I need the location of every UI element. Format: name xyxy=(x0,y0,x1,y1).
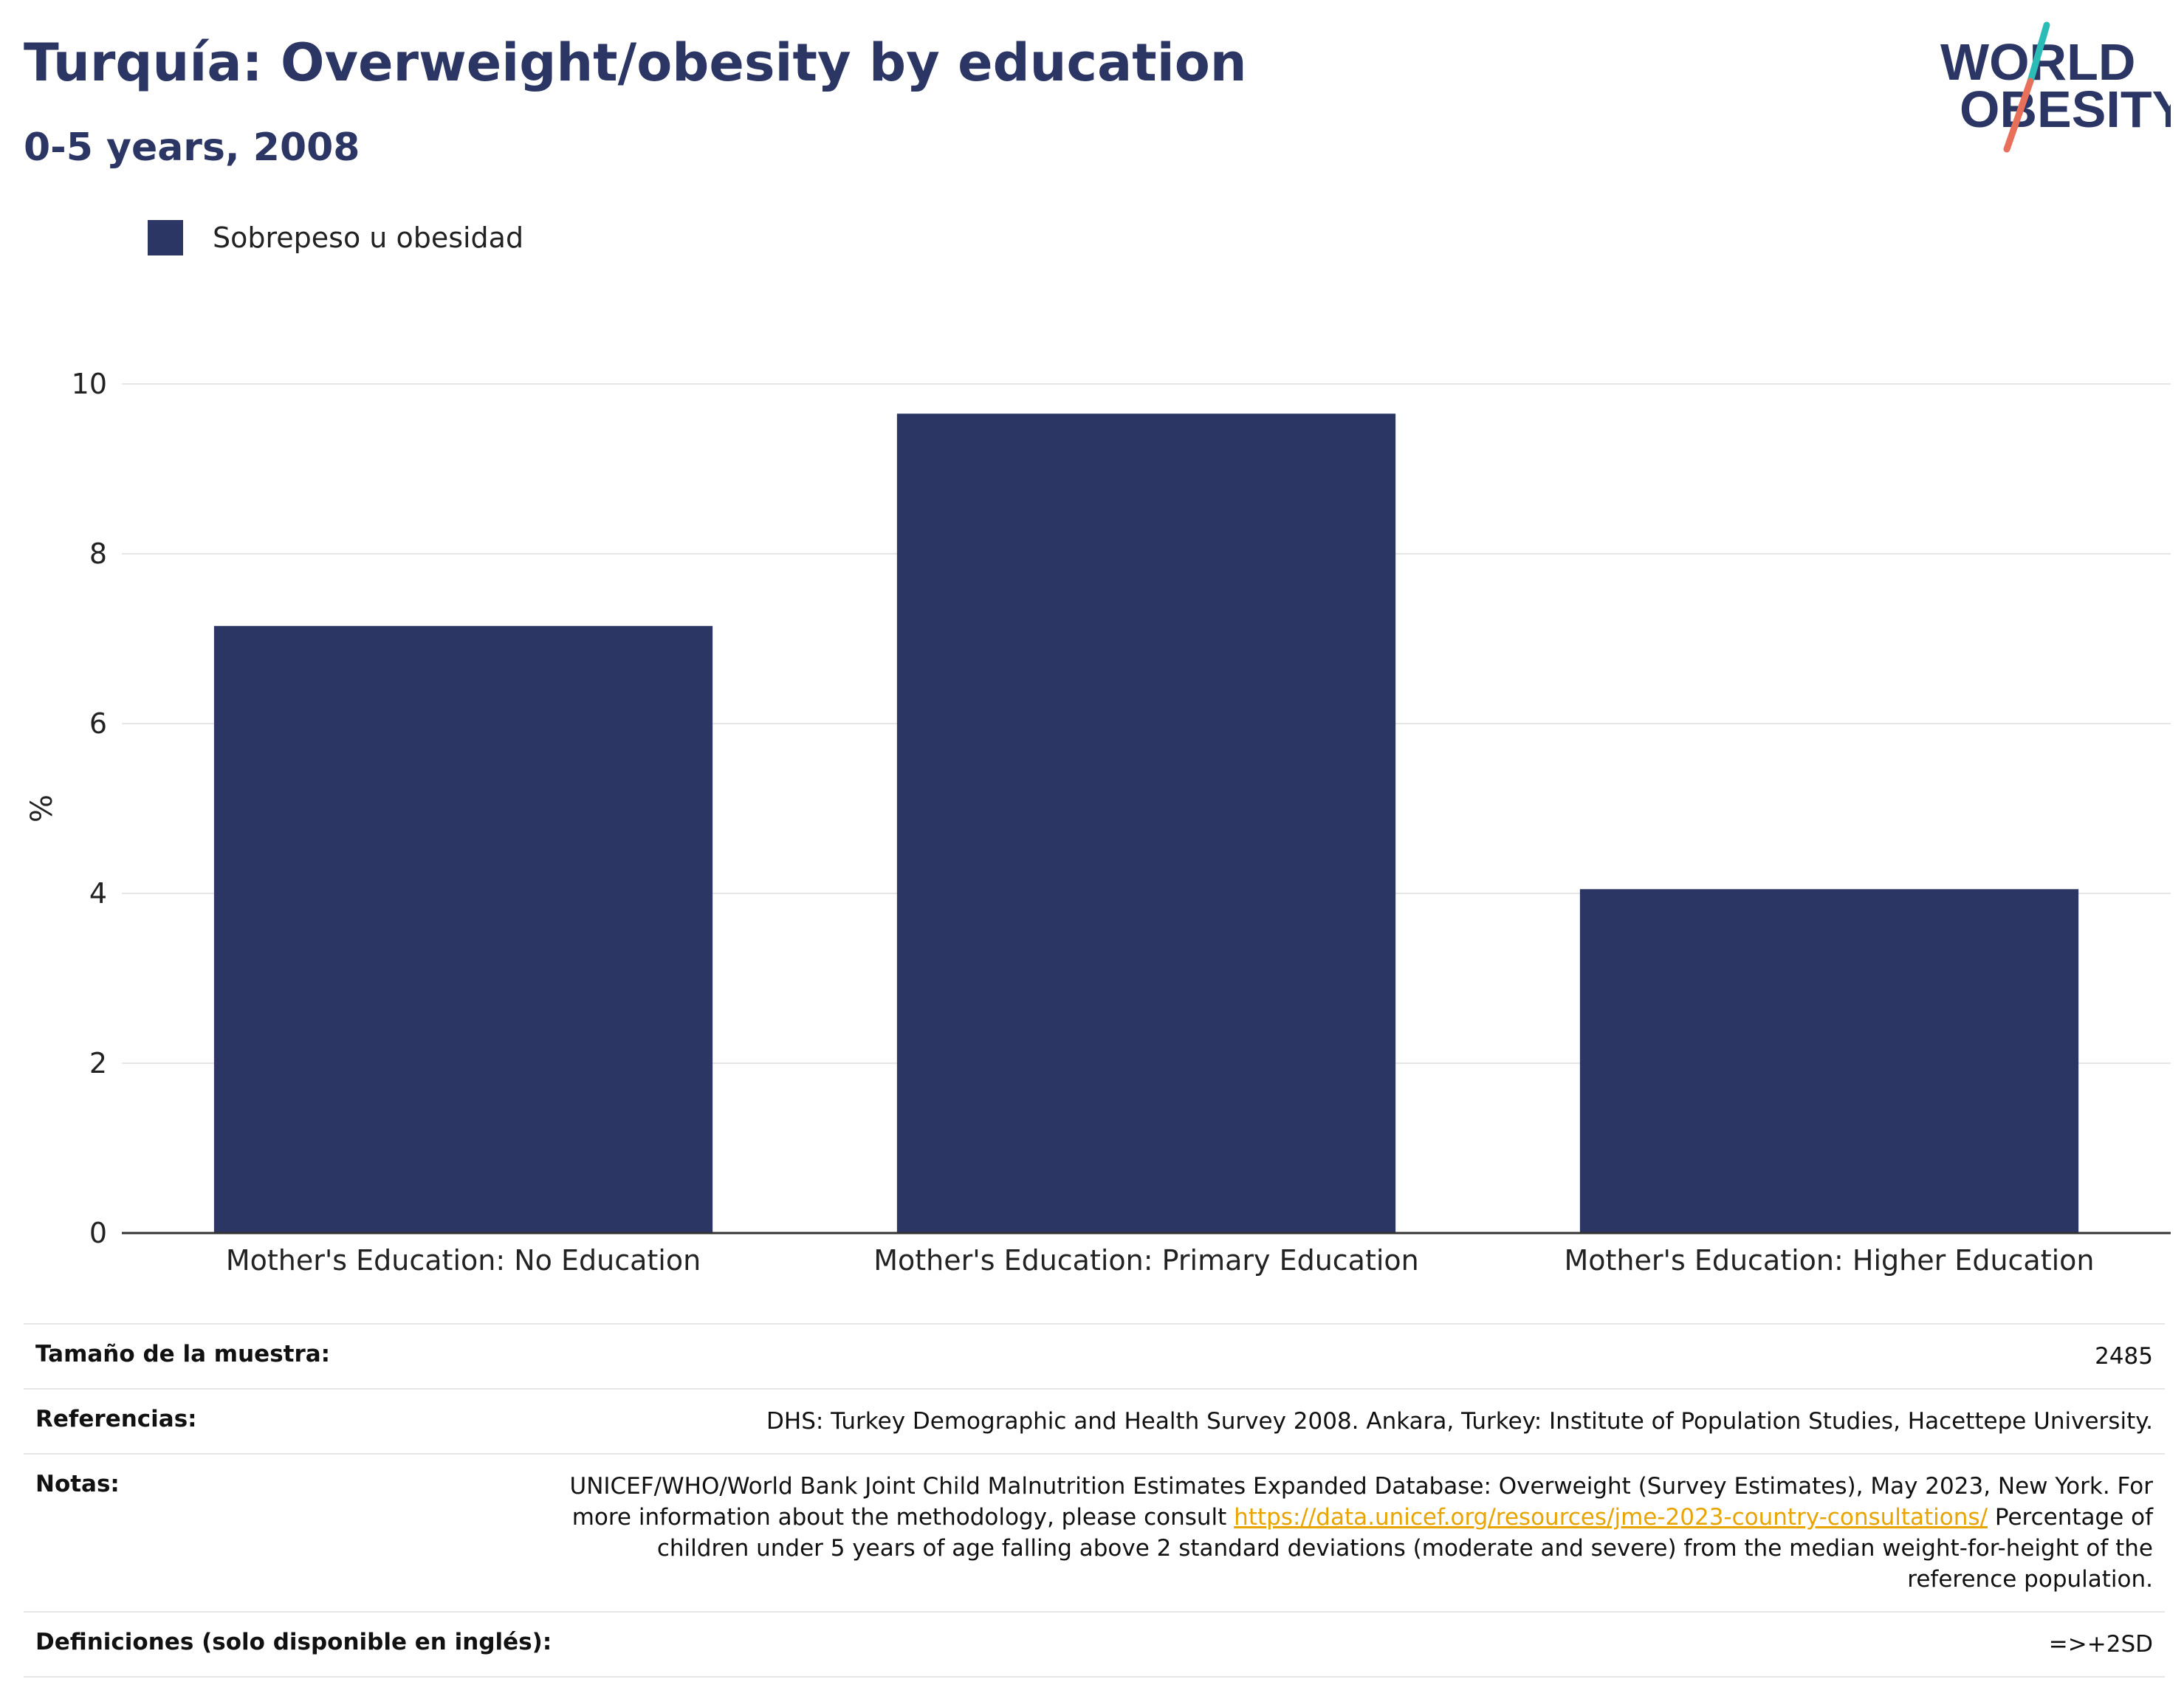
bar xyxy=(1579,889,2079,1233)
bar xyxy=(213,625,713,1233)
info-row-references: Referencias: DHS: Turkey Demographic and… xyxy=(24,1388,2165,1453)
world-obesity-logo: WORLD OBESITY xyxy=(1940,21,2171,153)
y-tick-label: 8 xyxy=(89,538,107,570)
sample-size-value: 2485 xyxy=(2095,1343,2153,1370)
y-tick-label: 2 xyxy=(89,1047,107,1079)
notes-text-before-link: UNICEF/WHO/World Bank Joint Child Malnut… xyxy=(569,1473,2154,1531)
references-value: DHS: Turkey Demographic and Health Surve… xyxy=(766,1408,2153,1435)
notes-value: UNICEF/WHO/World Bank Joint Child Malnut… xyxy=(566,1471,2154,1595)
definitions-label: Definiciones (solo disponible en inglés)… xyxy=(35,1629,552,1655)
y-axis-title: % xyxy=(25,794,59,823)
chart-subtitle: 0-5 years, 2008 xyxy=(24,126,360,170)
bar-chart: 0 2 4 6 8 10% Mother's Education: No Education… xyxy=(25,368,2171,1277)
legend: Sobrepeso u obesidad xyxy=(148,220,523,255)
sample-size-label: Tamaño de la muestra: xyxy=(35,1341,331,1367)
legend-swatch xyxy=(148,220,183,255)
y-tick-label: 4 xyxy=(89,877,107,910)
logo-slash-bottom xyxy=(2003,78,2034,153)
y-tick-label: 0 xyxy=(89,1217,107,1249)
definitions-value: =>+2SD xyxy=(2048,1631,2153,1658)
notes-text-after-link: Percentage of children under 5 years of … xyxy=(656,1504,2153,1593)
info-row-sample-size: Tamaño de la muestra: 2485 xyxy=(24,1323,2165,1388)
notes-label: Notas: xyxy=(35,1471,120,1497)
legend-label: Sobrepeso u obesidad xyxy=(213,222,524,254)
info-table: Tamaño de la muestra: 2485 Referencias: … xyxy=(24,1323,2165,1678)
bar xyxy=(896,413,1396,1233)
logo-word-obesity: OBESITY xyxy=(1960,80,2171,138)
y-tick-label: 10 xyxy=(72,368,107,400)
y-tick-label: 6 xyxy=(89,707,107,740)
references-label: Referencias: xyxy=(35,1406,197,1432)
logo-slash-top xyxy=(2027,21,2050,85)
x-tick-label: Mother's Education: Higher Education xyxy=(1564,1244,2094,1277)
info-row-definitions: Definiciones (solo disponible en inglés)… xyxy=(24,1611,2165,1678)
x-tick-label: Mother's Education: No Education xyxy=(226,1244,701,1277)
x-tick-label: Mother's Education: Primary Education xyxy=(873,1244,1419,1277)
info-row-notes: Notas: UNICEF/WHO/World Bank Joint Child… xyxy=(24,1453,2165,1611)
chart-title: Turquía: Overweight/obesity by education xyxy=(24,32,1247,93)
notes-methodology-link[interactable]: https://data.unicef.org/resources/jme-20… xyxy=(1234,1504,1988,1531)
